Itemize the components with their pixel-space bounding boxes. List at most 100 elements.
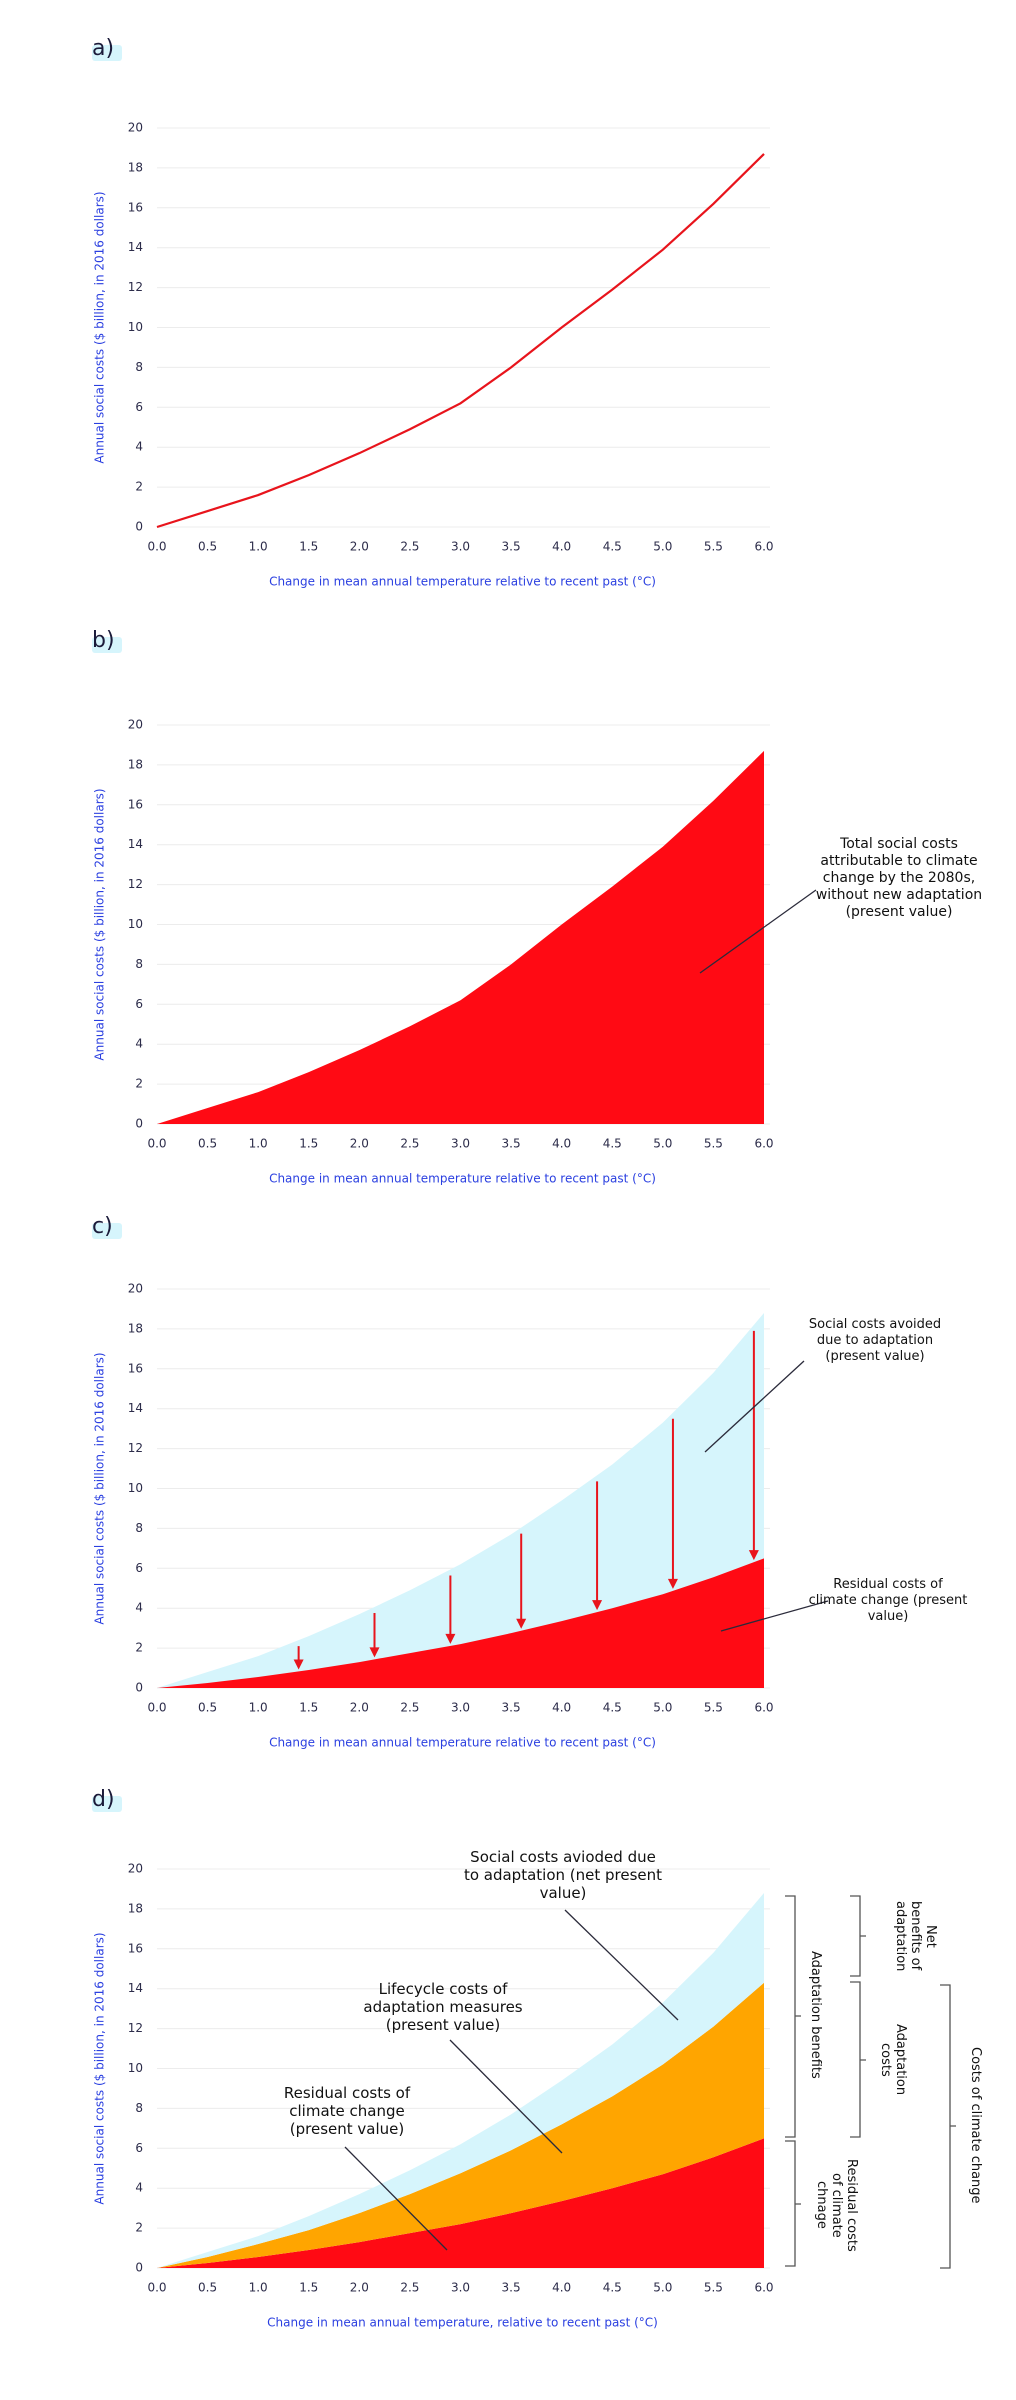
x-tick-label: 1.0 [249, 540, 268, 554]
y-tick-label: 18 [128, 757, 143, 771]
y-tick-label: 18 [128, 1321, 143, 1335]
x-tick-label: 0.5 [198, 540, 217, 554]
annotation: Social costs avioded due to adaptation (… [463, 1848, 663, 1902]
y-tick-label: 8 [135, 2101, 143, 2115]
y-tick-label: 16 [128, 200, 143, 214]
x-tick-label: 0.0 [147, 540, 166, 554]
y-axis-title: Annual social costs ($ billion, in 2016 … [93, 1932, 107, 2204]
y-tick-label: 12 [128, 280, 143, 294]
arrow-head [667, 1578, 678, 1589]
area [157, 1982, 764, 2268]
annotation: Residual costs of climate change (presen… [808, 1577, 968, 1624]
panel-label: c) [92, 1214, 113, 1239]
y-axis-title: Annual social costs ($ billion, in 2016 … [93, 191, 107, 463]
y-tick-label: 14 [128, 837, 143, 851]
y-tick-label: 6 [135, 997, 143, 1011]
bracket [850, 1981, 866, 2138]
x-tick-label: 2.5 [400, 1137, 419, 1151]
x-tick-label: 5.5 [704, 1701, 723, 1715]
y-tick-label: 12 [128, 1441, 143, 1455]
panel-highlight [92, 1796, 122, 1812]
x-tick-label: 0.0 [147, 1701, 166, 1715]
panel-highlight [92, 637, 122, 653]
x-tick-label: 5.0 [653, 1137, 672, 1151]
panel-label: a) [92, 36, 114, 61]
x-tick-label: 2.5 [400, 540, 419, 554]
panel-highlight [92, 45, 122, 61]
y-tick-label: 16 [128, 1361, 143, 1375]
x-tick-label: 2.5 [400, 2281, 419, 2295]
x-tick-label: 4.0 [552, 1701, 571, 1715]
bracket-label: Net benefits of adaptation [893, 1900, 938, 1972]
x-tick-label: 5.0 [653, 2281, 672, 2295]
x-tick-label: 6.0 [754, 2281, 773, 2295]
y-tick-label: 12 [128, 2021, 143, 2035]
y-tick-label: 6 [135, 2141, 143, 2155]
y-tick-label: 2 [135, 480, 143, 494]
x-tick-label: 1.0 [249, 2281, 268, 2295]
arrow [293, 1646, 304, 1670]
y-tick-label: 10 [128, 2061, 143, 2075]
x-tick-label: 0.5 [198, 2281, 217, 2295]
x-tick-label: 1.0 [249, 1137, 268, 1151]
bracket-label: Adaptation costs [878, 2024, 908, 2096]
area [157, 2138, 764, 2268]
x-tick-label: 6.0 [754, 1137, 773, 1151]
x-axis-title: Change in mean annual temperature relati… [269, 1172, 656, 1186]
y-tick-label: 0 [135, 2261, 143, 2275]
x-tick-label: 4.0 [552, 540, 571, 554]
x-tick-label: 1.5 [299, 1137, 318, 1151]
panel-highlight [92, 1223, 122, 1239]
annotation: Residual costs of climate change (presen… [283, 2084, 411, 2138]
y-tick-label: 6 [135, 400, 143, 414]
y-tick-label: 2 [135, 1641, 143, 1655]
line [156, 153, 765, 529]
y-tick-label: 0 [135, 1681, 143, 1695]
y-tick-label: 12 [128, 877, 143, 891]
y-tick-label: 8 [135, 360, 143, 374]
bracket [785, 2140, 801, 2267]
arrow-head [748, 1550, 759, 1561]
y-tick-label: 6 [135, 1561, 143, 1575]
x-axis-title: Change in mean annual temperature, relat… [267, 2316, 658, 2330]
x-tick-label: 0.5 [198, 1701, 217, 1715]
annotation: Total social costs attributable to clima… [815, 836, 983, 920]
arrow [667, 1418, 678, 1589]
y-tick-label: 4 [135, 2181, 143, 2195]
area [157, 1558, 764, 1688]
x-tick-label: 0.0 [147, 1137, 166, 1151]
x-tick-label: 5.0 [653, 540, 672, 554]
x-tick-label: 3.5 [502, 1137, 521, 1151]
x-tick-label: 3.0 [451, 1137, 470, 1151]
bracket-label: Residual costs of climate chnage [814, 2158, 859, 2252]
x-tick-label: 3.5 [502, 540, 521, 554]
x-tick-label: 1.0 [249, 1701, 268, 1715]
y-tick-label: 14 [128, 1401, 143, 1415]
area [157, 1312, 764, 1688]
y-tick-label: 4 [135, 440, 143, 454]
x-tick-label: 5.5 [704, 1137, 723, 1151]
arrow-head [445, 1633, 456, 1644]
y-tick-label: 10 [128, 320, 143, 334]
x-tick-label: 4.5 [603, 2281, 622, 2295]
x-axis-title: Change in mean annual temperature relati… [269, 575, 656, 589]
x-tick-label: 0.5 [198, 1137, 217, 1151]
y-axis-title: Annual social costs ($ billion, in 2016 … [93, 1352, 107, 1624]
leader-line [344, 2146, 448, 2251]
x-tick-label: 4.0 [552, 2281, 571, 2295]
y-tick-label: 20 [128, 121, 143, 135]
y-tick-label: 18 [128, 1901, 143, 1915]
panel-label: b) [92, 628, 115, 653]
x-tick-label: 1.5 [299, 2281, 318, 2295]
y-tick-label: 20 [128, 1282, 143, 1296]
x-tick-label: 4.5 [603, 540, 622, 554]
arrow [592, 1481, 603, 1611]
leader-line [720, 1600, 829, 1632]
arrow-head [516, 1618, 527, 1629]
y-tick-label: 18 [128, 160, 143, 174]
panel-label: d) [92, 1787, 115, 1812]
x-tick-label: 4.5 [603, 1137, 622, 1151]
x-axis-title: Change in mean annual temperature relati… [269, 1736, 656, 1750]
